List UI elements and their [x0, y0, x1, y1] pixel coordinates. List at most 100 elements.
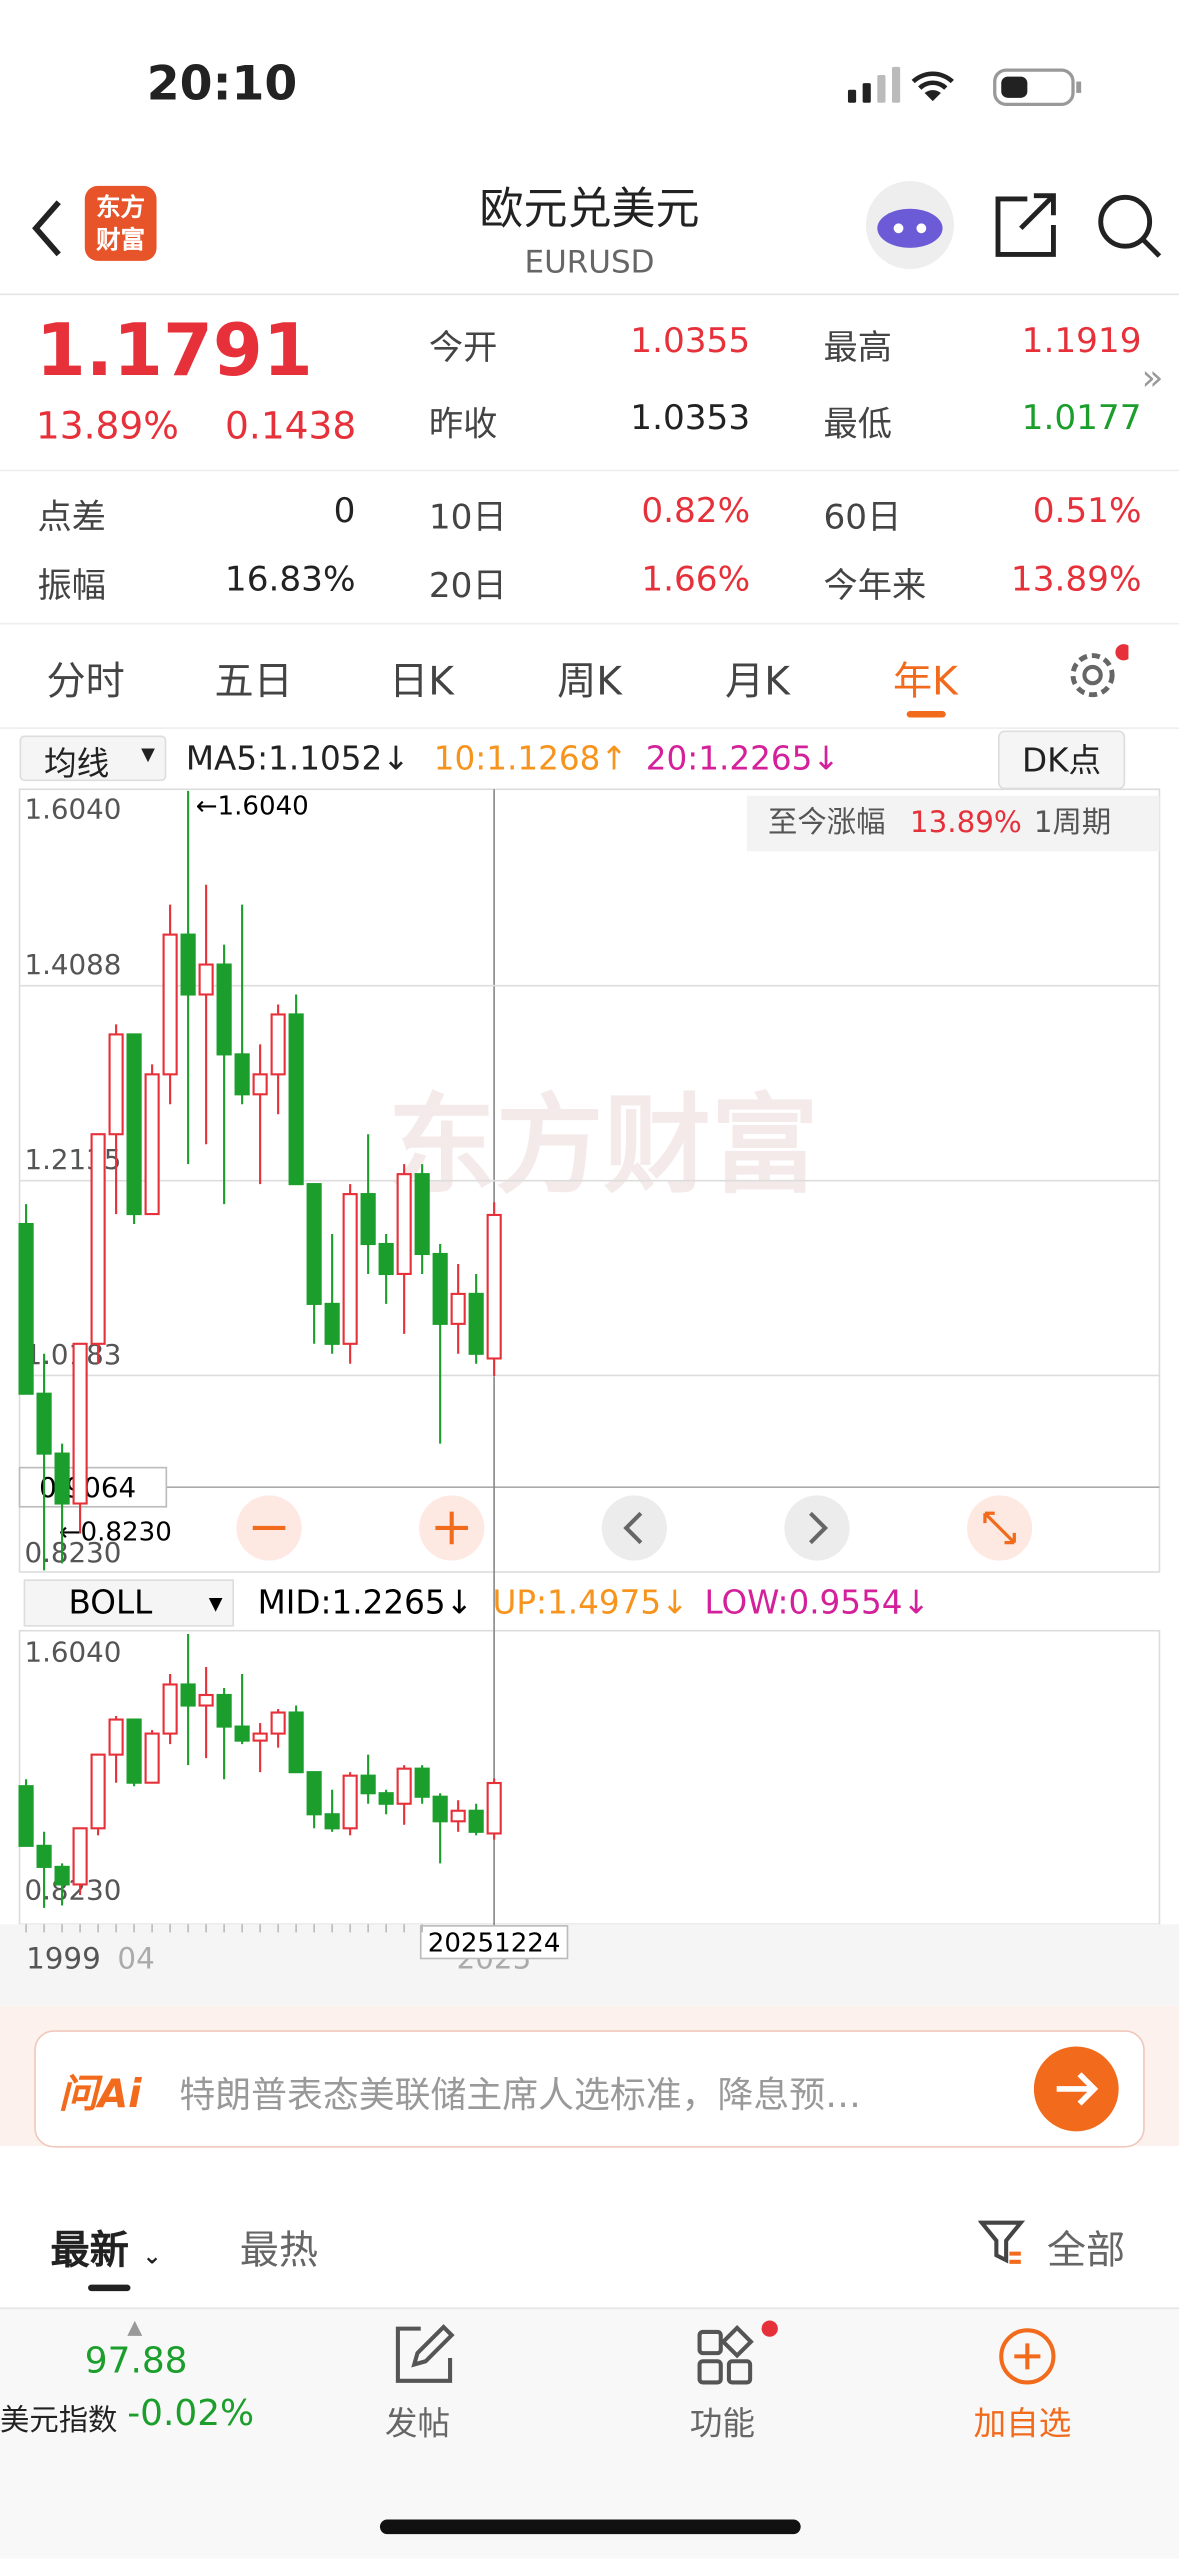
candle-body	[18, 1785, 34, 1847]
candle-body	[270, 1013, 286, 1076]
period-count: 1周期	[1034, 805, 1111, 839]
status-icons	[847, 66, 1082, 106]
period-label: 至今涨幅	[768, 805, 885, 839]
x-label: 04	[117, 1942, 154, 1976]
candle-body	[324, 1302, 340, 1345]
candle-body	[180, 1683, 196, 1707]
stat-value: 0.82%	[641, 490, 751, 530]
feed-tab[interactable]: 最热	[239, 2227, 318, 2274]
candle-body	[90, 1133, 106, 1345]
candle-body	[180, 933, 196, 996]
candle-body	[396, 1767, 412, 1805]
filter-icon[interactable]	[978, 2218, 1027, 2267]
candle-body	[234, 1053, 250, 1096]
stat-label: 20日	[428, 565, 507, 605]
feed-tab: 最新	[50, 2227, 129, 2274]
candle-body	[450, 1292, 466, 1325]
candle-body	[288, 1711, 304, 1774]
candle-body	[252, 1732, 268, 1742]
header-actions[interactable]	[864, 179, 1174, 270]
y-tick-label: 0.8230	[24, 1536, 121, 1569]
candle-body	[432, 1795, 448, 1823]
y-tick-label: 1.6040	[24, 1636, 121, 1669]
candle-body	[162, 933, 178, 1076]
stat-value: 0	[333, 490, 356, 530]
field-value: 1.0177	[1021, 397, 1142, 438]
app-logo[interactable]: 东方 财富	[84, 185, 157, 261]
field-label: 最高	[823, 327, 892, 367]
kline-chart: 东方财富 0.9064 ←1.6040 ←0.8230 至今涨幅 13.89% …	[18, 788, 1161, 1976]
nav-item[interactable]: 发帖	[384, 2403, 451, 2443]
tab[interactable]: 月K	[725, 658, 790, 705]
boll-up: UP:1.4975↓	[492, 1584, 688, 1622]
candle-body	[342, 1774, 358, 1830]
tab[interactable]: 日K	[389, 658, 454, 705]
tab[interactable]: 五日	[214, 658, 293, 705]
candle-body	[162, 1683, 178, 1735]
logo-text: 财富	[96, 225, 146, 255]
candle-body	[198, 1693, 214, 1707]
watermark: 东方财富	[388, 1083, 818, 1208]
add-icon[interactable]	[996, 2325, 1058, 2387]
candle-body	[108, 1033, 124, 1136]
filter-label[interactable]: 全部	[1046, 2227, 1126, 2274]
tab[interactable]: 周K	[557, 658, 622, 705]
candle-body	[342, 1193, 358, 1345]
candle-body	[414, 1173, 430, 1256]
boll-mid: MID:1.2265↓	[258, 1584, 473, 1622]
zoom-controls[interactable]	[236, 1495, 1033, 1561]
stat-label: 今年来	[823, 565, 927, 605]
stat-value: 1.66%	[641, 559, 751, 599]
min-label: ←0.8230	[59, 1517, 172, 1547]
back-button[interactable]	[23, 196, 72, 261]
more-arrow[interactable]: »	[1141, 358, 1164, 400]
index-change[interactable]: -0.02%	[127, 2393, 255, 2435]
change: 0.1438	[225, 406, 357, 449]
candle-body	[126, 1718, 142, 1784]
candle-body	[54, 1865, 70, 1886]
tab[interactable]: 年K	[893, 658, 958, 705]
candle-body	[486, 1213, 502, 1360]
ai-label: 问Ai	[58, 2070, 142, 2117]
function-icon[interactable]	[695, 2316, 786, 2388]
tab[interactable]: 分时	[46, 658, 125, 705]
field-value: 1.1919	[1021, 321, 1142, 361]
dk-button[interactable]: DK点	[997, 730, 1126, 790]
candle-body	[252, 1073, 268, 1096]
candle-body	[36, 1392, 52, 1455]
field-value: 1.0355	[630, 321, 751, 361]
tab-indicator	[906, 710, 946, 718]
boll-select[interactable]: BOLL	[68, 1584, 152, 1622]
stat-value: 13.89%	[1010, 559, 1142, 599]
candle-body	[108, 1718, 124, 1756]
nav-item[interactable]: 加自选	[973, 2403, 1072, 2443]
change-pct: 13.89%	[35, 406, 179, 449]
last-price: 1.1791	[35, 309, 313, 393]
y-tick-label: 1.4088	[24, 948, 121, 981]
ai-box[interactable]: 问Ai 特朗普表态美联储主席人选标准，降息预…	[34, 2030, 1145, 2148]
nav-item[interactable]: 功能	[689, 2403, 756, 2443]
ai-prompt: 特朗普表态美联储主席人选标准，降息预…	[179, 2075, 862, 2117]
candle-body	[432, 1252, 448, 1325]
period-value: 13.89%	[910, 805, 1022, 839]
settings-button[interactable]	[1063, 642, 1129, 707]
candle-body	[18, 1222, 34, 1395]
field-label: 今开	[428, 327, 498, 367]
indicator-select[interactable]: 均线 ▼	[19, 735, 167, 783]
candle-body	[72, 1342, 88, 1505]
candle-body	[378, 1792, 394, 1805]
max-label: ←1.6040	[196, 792, 309, 822]
candle-body	[396, 1173, 412, 1276]
index-name[interactable]: 美元指数	[0, 2403, 118, 2438]
candle-body	[54, 1452, 70, 1505]
index-value[interactable]: 97.88	[84, 2341, 188, 2383]
feed-tab-active[interactable]: 最新 ⌄	[50, 2227, 162, 2274]
candle-body	[144, 1073, 160, 1216]
boll-low: LOW:0.9554↓	[704, 1584, 929, 1622]
ai-send[interactable]	[1033, 2046, 1122, 2135]
post-icon[interactable]	[391, 2322, 456, 2387]
candle-body	[288, 1013, 304, 1186]
home-indicator	[379, 2519, 801, 2535]
